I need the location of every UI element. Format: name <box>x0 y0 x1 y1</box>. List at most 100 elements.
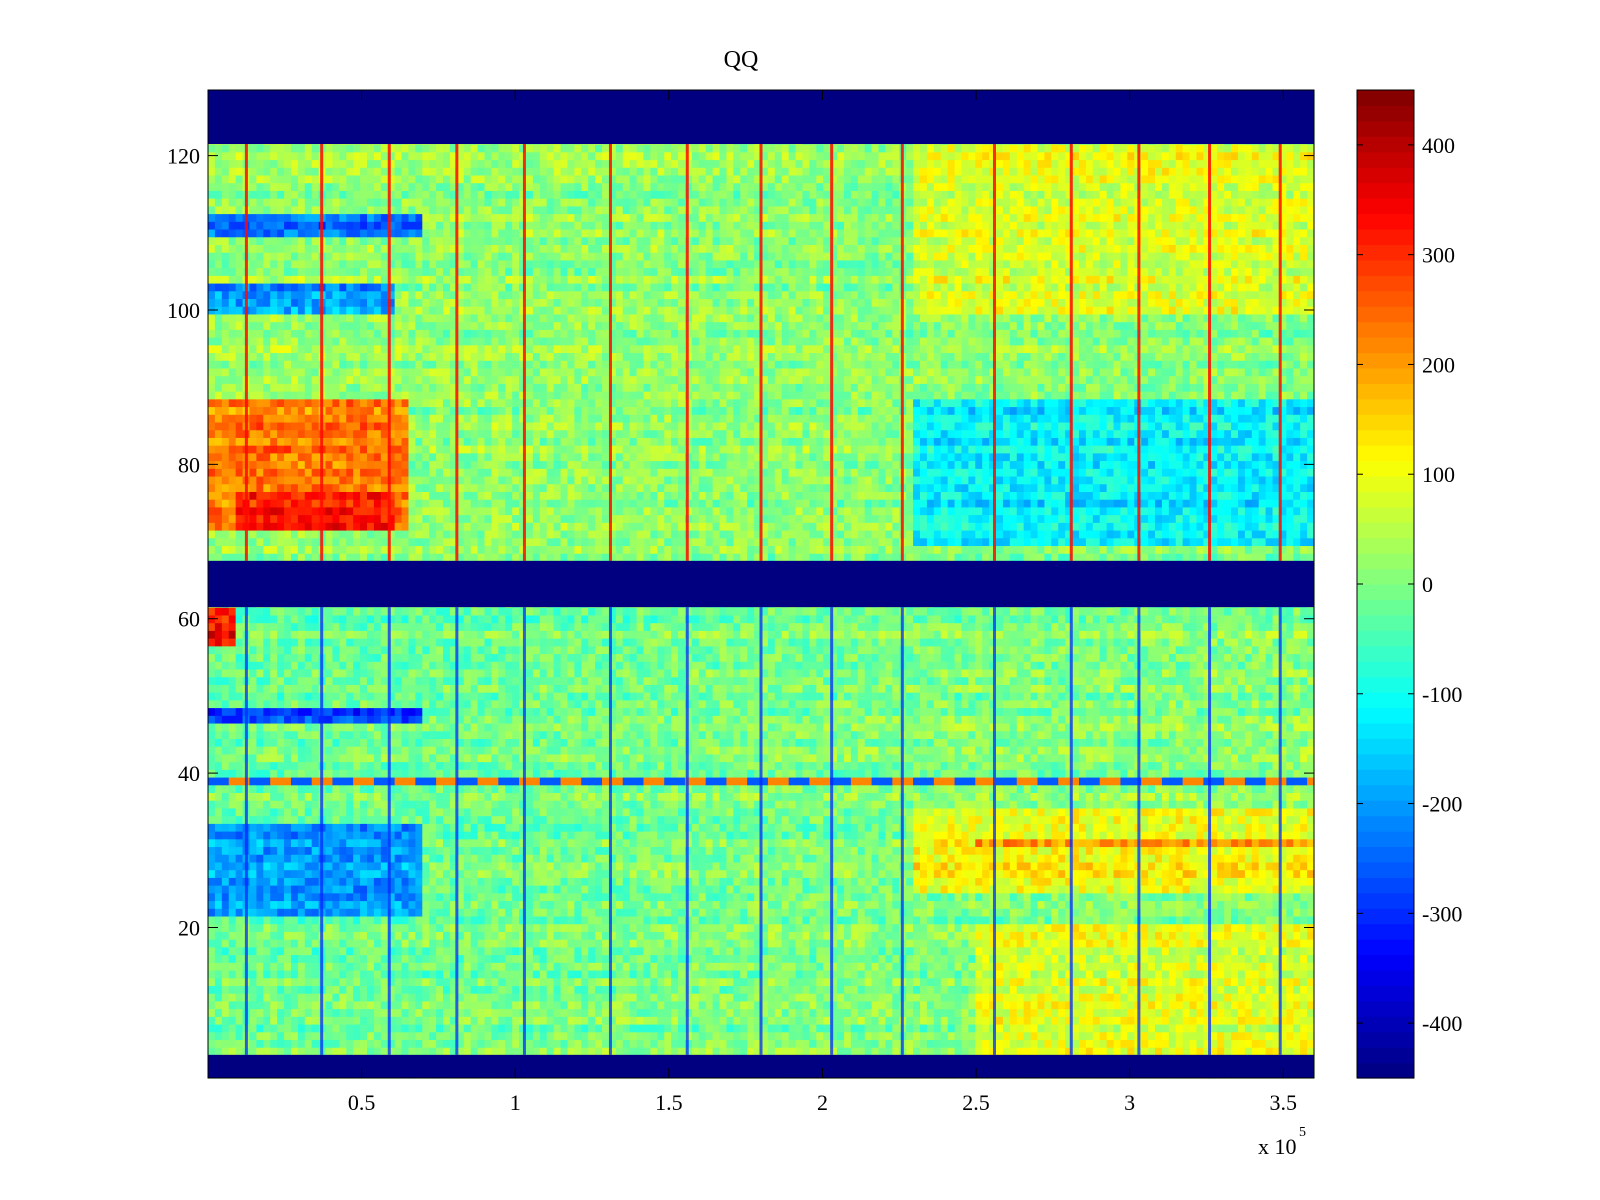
heatmap-cell <box>415 900 423 909</box>
heatmap-cell <box>449 993 458 1002</box>
heatmap-cell <box>235 954 244 963</box>
heatmap-cell <box>415 923 423 932</box>
heatmap-cell <box>1009 892 1018 902</box>
heatmap-cell <box>1168 846 1177 855</box>
heatmap-cell <box>539 1008 548 1017</box>
heatmap-cell <box>947 854 956 863</box>
heatmap-cell <box>629 1047 638 1056</box>
heatmap-cell <box>1037 1047 1046 1056</box>
heatmap-cell <box>802 1000 810 1010</box>
heatmap-cell <box>1002 869 1011 878</box>
heatmap-cell <box>843 1047 852 1056</box>
heatmap-cell <box>1065 877 1073 886</box>
heatmap-cell <box>1258 939 1267 948</box>
heatmap-cell <box>574 900 582 909</box>
heatmap-cell <box>477 861 486 871</box>
heatmap-cell <box>1168 939 1177 948</box>
heatmap-cell <box>560 900 569 909</box>
heatmap-cell <box>1224 885 1232 894</box>
heatmap-cell <box>532 939 541 948</box>
heatmap-cell <box>387 969 396 979</box>
heatmap-cell <box>415 838 423 848</box>
heatmap-cell <box>297 977 306 986</box>
heatmap-cell <box>366 900 375 909</box>
heatmap-cell <box>1210 846 1218 855</box>
heatmap-cell <box>553 861 562 871</box>
heatmap-cell <box>1065 915 1073 925</box>
heatmap-cell <box>1231 892 1239 902</box>
heatmap-cell <box>498 939 506 948</box>
heatmap-cell <box>712 1000 721 1010</box>
heatmap-cell <box>415 939 423 948</box>
heatmap-cell <box>380 838 389 848</box>
heatmap-cell <box>809 892 817 902</box>
heatmap-cell <box>256 846 264 855</box>
heatmap-cell <box>1286 993 1294 1002</box>
heatmap-cell <box>1044 846 1052 855</box>
heatmap-cell <box>816 954 824 963</box>
heatmap-cell <box>546 1023 555 1033</box>
heatmap-cell <box>1307 954 1315 963</box>
heatmap-cell <box>443 1031 451 1041</box>
heatmap-cell <box>256 892 264 902</box>
heatmap-cell <box>477 915 486 925</box>
heatmap-cell <box>235 1047 244 1056</box>
heatmap-cell <box>747 1000 755 1010</box>
heatmap-cell <box>1265 838 1274 848</box>
heatmap-cell <box>546 885 555 894</box>
heatmap-cell <box>975 1047 983 1056</box>
heatmap-cell <box>1203 931 1211 940</box>
heatmap-cell <box>878 838 887 848</box>
heatmap-cell <box>982 1039 990 1048</box>
heatmap-cell <box>830 962 838 971</box>
heatmap-cell <box>933 885 942 894</box>
heatmap-cell <box>339 1008 347 1017</box>
heatmap-cell <box>270 993 278 1002</box>
heatmap-cell <box>885 954 893 963</box>
heatmap-cell <box>346 838 354 848</box>
heatmap-cell <box>214 977 223 986</box>
heatmap-cell <box>926 908 935 917</box>
heatmap-cell <box>353 993 361 1002</box>
heatmap-cell <box>360 1031 368 1041</box>
heatmap-cell <box>449 831 458 840</box>
heatmap-cell <box>394 939 403 948</box>
heatmap-cell <box>401 900 410 909</box>
heatmap-cell <box>1251 885 1260 894</box>
heatmap-cell <box>864 861 873 871</box>
heatmap-cell <box>436 954 444 963</box>
heatmap-cell <box>719 854 728 863</box>
heatmap-cell <box>698 892 707 902</box>
heatmap-cell <box>1051 977 1059 986</box>
heatmap-cell <box>567 1031 575 1041</box>
heatmap-cell <box>1161 877 1170 886</box>
heatmap-cell <box>422 885 430 894</box>
heatmap-cell <box>968 854 976 863</box>
heatmap-cell <box>816 1023 824 1033</box>
heatmap-cell <box>1078 985 1087 994</box>
heatmap-cell <box>1231 946 1239 956</box>
heatmap-cell <box>519 993 527 1002</box>
heatmap-cell <box>740 1000 748 1010</box>
heatmap-cell <box>470 877 479 886</box>
heatmap-cell <box>1196 1008 1204 1017</box>
heatmap-cell <box>270 954 278 963</box>
heatmap-cell <box>1300 908 1308 917</box>
heatmap-cell <box>850 1023 859 1033</box>
heatmap-cell <box>1279 977 1287 986</box>
heatmap-cell <box>781 1016 790 1025</box>
heatmap-cell <box>1272 908 1281 917</box>
heatmap-cell <box>919 1047 928 1056</box>
heatmap-cell <box>263 854 271 863</box>
heatmap-cell <box>1078 977 1087 986</box>
heatmap-cell <box>429 993 437 1002</box>
heatmap-cell <box>443 1039 451 1048</box>
heatmap-cell <box>650 838 658 848</box>
heatmap-cell <box>636 915 645 925</box>
heatmap-cell <box>553 908 562 917</box>
heatmap-cell <box>477 885 486 894</box>
heatmap-cell <box>1258 838 1267 848</box>
heatmap-cell <box>1210 892 1218 902</box>
heatmap-cell <box>436 838 444 848</box>
heatmap-cell <box>443 1000 451 1010</box>
